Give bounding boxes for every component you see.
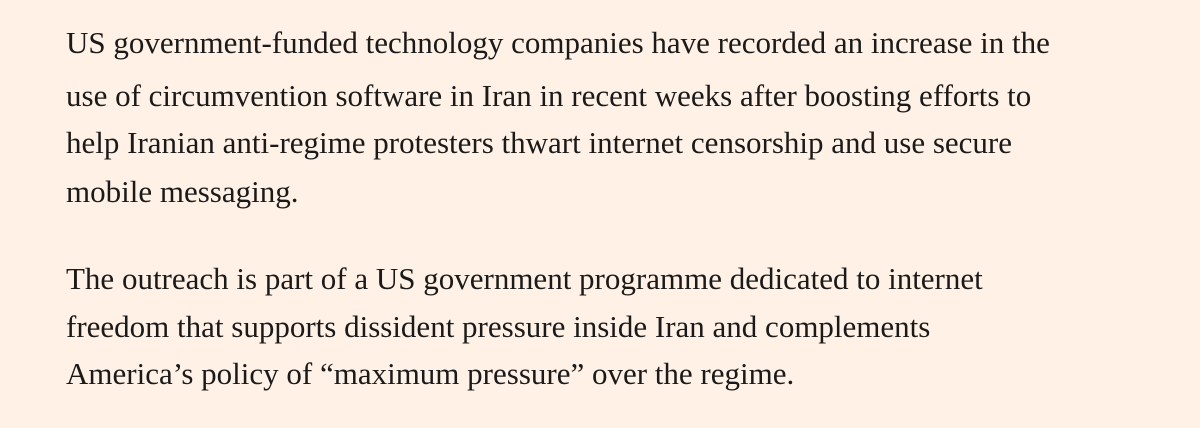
paragraph-line: mobile messaging. xyxy=(66,174,299,209)
paragraph-line: The outreach is part of a US government … xyxy=(66,261,983,296)
paragraph-line: America’s policy of “maximum pressure” o… xyxy=(66,356,795,391)
paragraph-line: use of circumvention software in Iran in… xyxy=(66,78,1032,113)
paragraph-line: freedom that supports dissident pressure… xyxy=(66,309,931,344)
paragraph-line: US government-funded technology companie… xyxy=(66,25,1050,60)
paragraph-line: help Iranian anti-regime protesters thwa… xyxy=(66,125,1012,160)
